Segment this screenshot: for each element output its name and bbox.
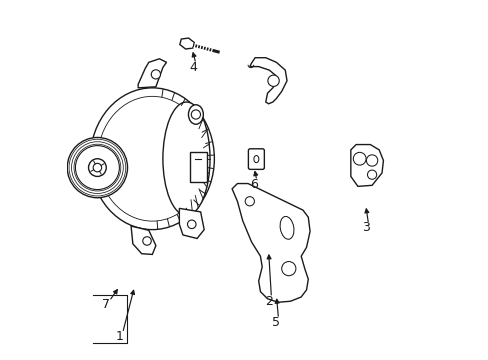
Circle shape [366, 155, 377, 166]
Ellipse shape [188, 105, 203, 124]
Polygon shape [180, 38, 194, 49]
Polygon shape [232, 184, 309, 302]
Circle shape [187, 220, 196, 229]
Ellipse shape [98, 96, 206, 221]
Circle shape [93, 163, 102, 172]
Circle shape [88, 159, 106, 176]
Polygon shape [249, 58, 286, 104]
Polygon shape [131, 226, 156, 255]
Circle shape [67, 138, 127, 198]
Circle shape [281, 261, 295, 276]
Polygon shape [138, 59, 166, 88]
Text: 3: 3 [361, 221, 369, 234]
Polygon shape [350, 145, 383, 186]
Ellipse shape [90, 88, 214, 230]
Circle shape [142, 237, 151, 245]
Text: 1: 1 [116, 330, 123, 343]
Text: 2: 2 [264, 295, 272, 308]
Ellipse shape [253, 156, 258, 163]
Circle shape [75, 145, 119, 190]
Circle shape [353, 152, 366, 165]
Text: 4: 4 [189, 61, 197, 74]
FancyBboxPatch shape [190, 152, 207, 182]
Circle shape [151, 70, 160, 79]
Circle shape [191, 110, 200, 119]
Polygon shape [179, 208, 204, 238]
Ellipse shape [163, 102, 210, 215]
Circle shape [244, 197, 254, 206]
Circle shape [367, 170, 376, 179]
Text: 5: 5 [271, 316, 279, 329]
Text: 7: 7 [102, 298, 110, 311]
FancyBboxPatch shape [248, 149, 264, 169]
Ellipse shape [280, 216, 293, 239]
Text: 6: 6 [250, 178, 258, 191]
Circle shape [267, 75, 279, 86]
